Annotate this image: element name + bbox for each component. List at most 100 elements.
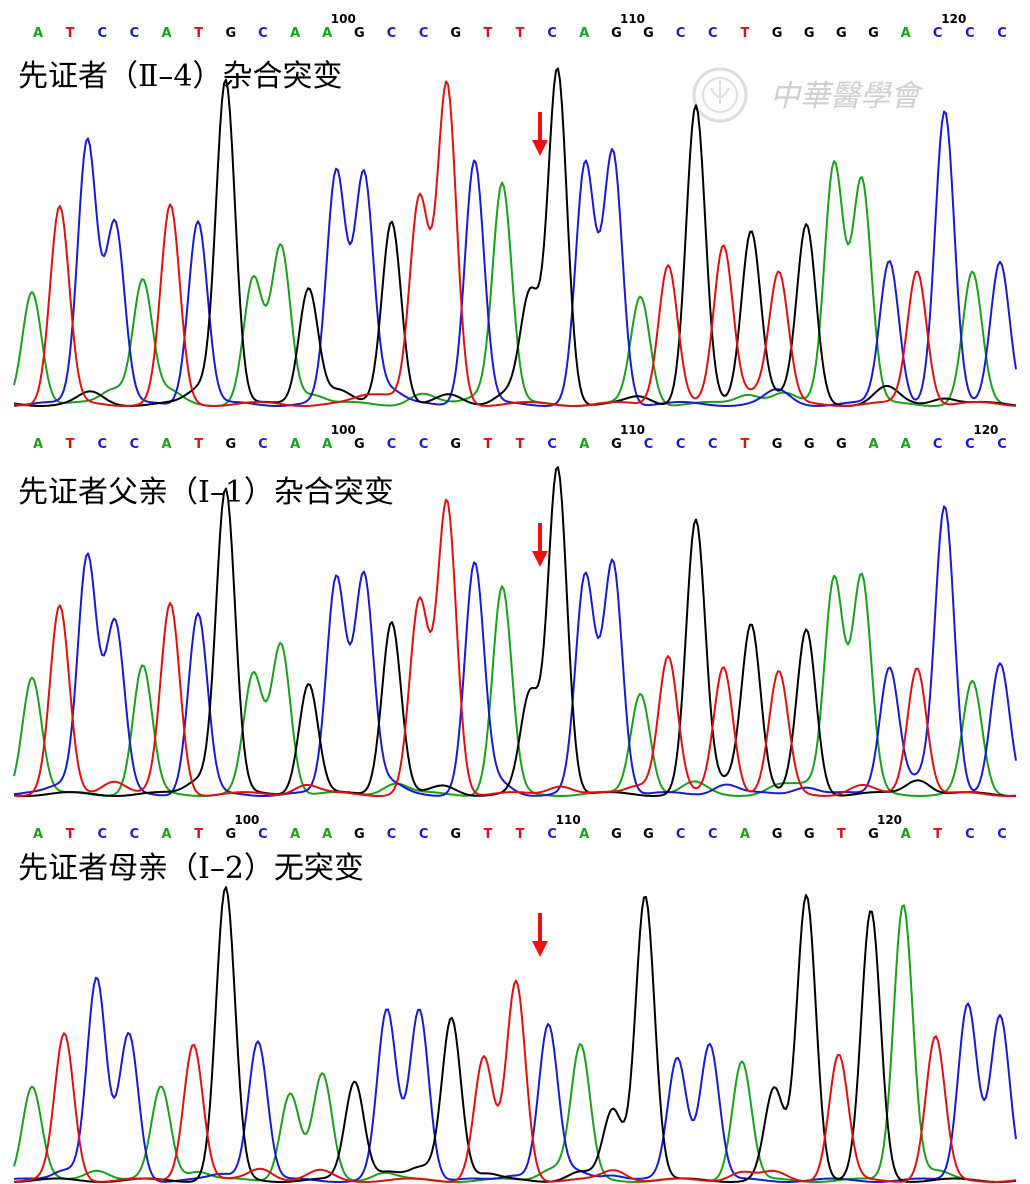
base-call-A: A [901, 26, 911, 41]
trace-C [13, 505, 1017, 797]
base-call-G: G [225, 26, 236, 41]
base-call-C: C [387, 827, 397, 842]
position-label: 110 [620, 423, 645, 437]
base-call-C: C [130, 827, 140, 842]
base-call-C: C [419, 827, 429, 842]
base-call-T: T [194, 437, 203, 452]
base-call-G: G [836, 26, 847, 41]
mutation-arrow-icon [532, 112, 548, 156]
base-call-A: A [290, 437, 300, 452]
base-call-C: C [933, 437, 943, 452]
base-call-G: G [354, 26, 365, 41]
position-label: 100 [234, 813, 259, 827]
trace-A [13, 572, 1017, 797]
base-call-A: A [322, 26, 332, 41]
base-call-A: A [740, 827, 750, 842]
watermark-text: 中華醫學會 [770, 79, 924, 114]
base-call-G: G [450, 437, 461, 452]
base-call-G: G [611, 26, 622, 41]
base-call-T: T [483, 26, 492, 41]
base-call-G: G [450, 26, 461, 41]
base-call-A: A [901, 437, 911, 452]
base-call-T: T [66, 26, 75, 41]
base-call-G: G [643, 827, 654, 842]
position-label: 120 [941, 12, 966, 26]
base-call-C: C [676, 26, 686, 41]
base-call-C: C [997, 827, 1007, 842]
base-call-G: G [868, 26, 879, 41]
chromatogram-panel-2: A T C C A T G C A A G C C G T T C A G C C C T G G G A A C C C 100 110 120… [13, 423, 1017, 797]
base-call-C: C [547, 437, 557, 452]
base-call-G: G [611, 827, 622, 842]
base-call-T: T [933, 827, 942, 842]
base-call-A: A [868, 437, 878, 452]
trace-T [13, 80, 1017, 407]
mutation-arrow-icon [532, 913, 548, 957]
base-call-G: G [868, 827, 879, 842]
base-call-A: A [33, 26, 43, 41]
base-call-C: C [98, 437, 108, 452]
base-call-C: C [387, 26, 397, 41]
base-call-C: C [965, 827, 975, 842]
base-call-A: A [901, 827, 911, 842]
position-label: 110 [620, 12, 645, 26]
base-call-T: T [740, 437, 749, 452]
chromatogram-panel-1: A T C C A T G C A A G C C G T T C A G G C C T G G G G A C C C 100 110 120… [13, 12, 1017, 407]
base-call-T: T [66, 437, 75, 452]
trace-G [13, 886, 1017, 1183]
base-call-A: A [579, 26, 589, 41]
base-call-T: T [516, 26, 525, 41]
base-call-G: G [804, 26, 815, 41]
base-call-G: G [643, 26, 654, 41]
panel-title: 先证者母亲（Ⅰ–2）无突变 [18, 851, 364, 886]
base-call-A: A [33, 437, 43, 452]
base-call-C: C [258, 827, 268, 842]
base-call-C: C [644, 437, 654, 452]
base-call-G: G [450, 827, 461, 842]
trace-A [13, 160, 1017, 407]
base-call-C: C [676, 437, 686, 452]
base-call-C: C [708, 26, 718, 41]
base-call-C: C [965, 437, 975, 452]
base-call-G: G [772, 827, 783, 842]
society-seal-icon [692, 67, 748, 123]
base-call-C: C [130, 26, 140, 41]
base-call-A: A [322, 437, 332, 452]
base-call-C: C [130, 437, 140, 452]
base-call-T: T [740, 26, 749, 41]
base-call-G: G [772, 437, 783, 452]
position-label: 120 [973, 423, 998, 437]
trace-G [13, 466, 1016, 797]
base-call-C: C [965, 26, 975, 41]
base-call-A: A [579, 827, 589, 842]
base-call-T: T [483, 437, 492, 452]
base-call-T: T [194, 827, 203, 842]
base-call-C: C [387, 437, 397, 452]
position-label: 120 [877, 813, 902, 827]
base-call-C: C [933, 26, 943, 41]
panel-title: 先证者（Ⅱ–4）杂合突变 [18, 59, 342, 94]
base-call-C: C [419, 437, 429, 452]
base-call-C: C [419, 26, 429, 41]
base-call-C: C [997, 437, 1007, 452]
base-call-G: G [225, 437, 236, 452]
base-call-G: G [354, 827, 365, 842]
base-call-T: T [483, 827, 492, 842]
mutation-arrow-icon [532, 523, 548, 567]
base-call-G: G [611, 437, 622, 452]
base-call-G: G [804, 827, 815, 842]
base-call-A: A [161, 437, 171, 452]
base-call-A: A [161, 26, 171, 41]
base-call-A: A [322, 827, 332, 842]
position-label: 110 [556, 813, 581, 827]
base-call-T: T [837, 827, 846, 842]
base-call-A: A [161, 827, 171, 842]
trace-T [13, 498, 1017, 797]
base-call-A: A [33, 827, 43, 842]
base-call-C: C [676, 827, 686, 842]
base-call-C: C [547, 827, 557, 842]
base-call-A: A [290, 26, 300, 41]
